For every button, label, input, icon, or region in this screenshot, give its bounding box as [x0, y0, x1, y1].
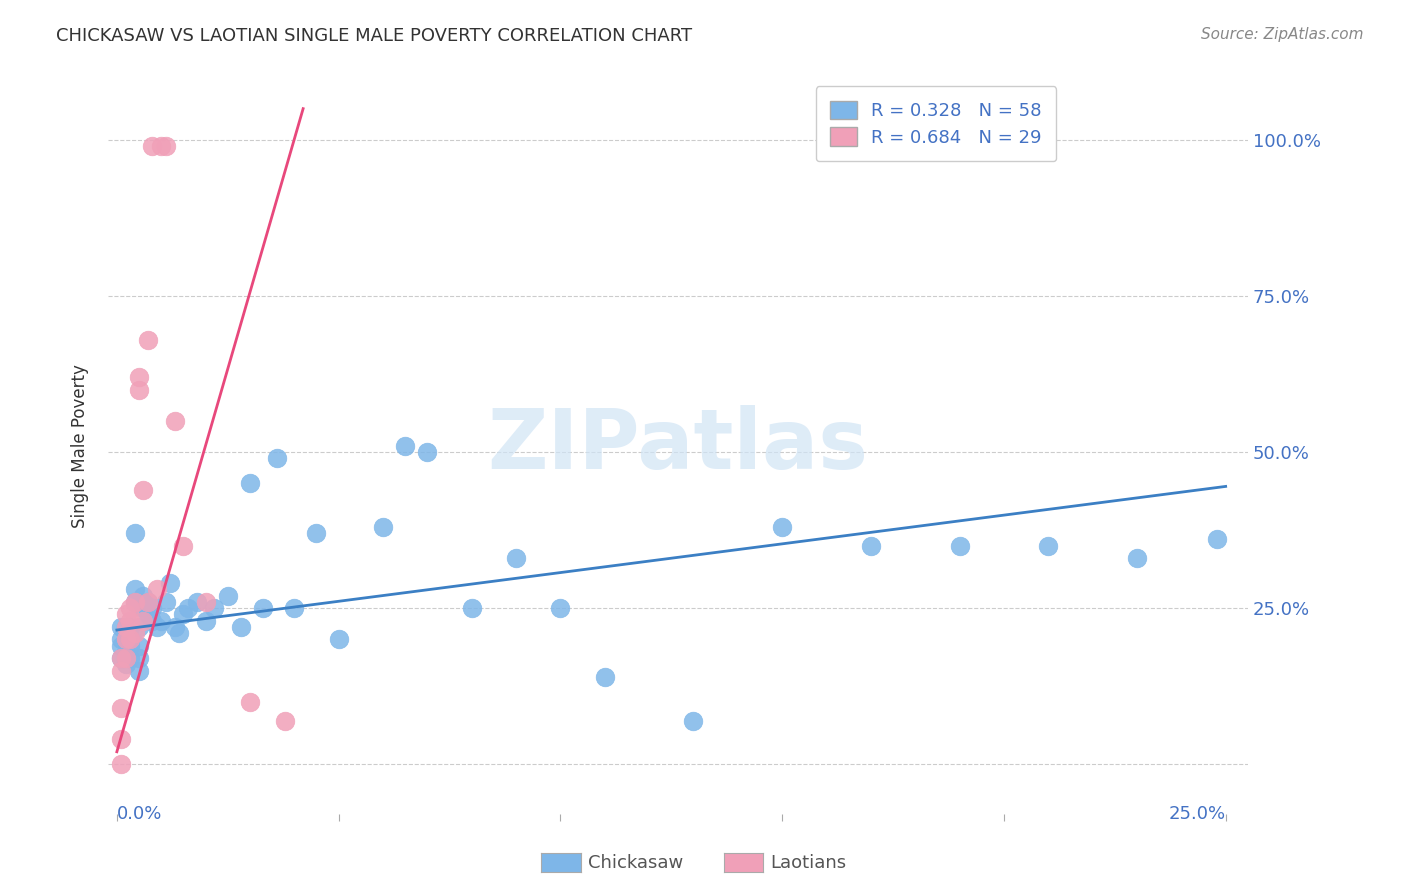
Point	[682, 714, 704, 728]
Point	[948, 539, 970, 553]
Point	[283, 601, 305, 615]
Point	[120, 614, 142, 628]
Text: Laotians: Laotians	[770, 854, 846, 871]
Point	[110, 701, 132, 715]
Point	[110, 664, 132, 678]
Point	[110, 651, 132, 665]
Point	[128, 664, 150, 678]
Point	[124, 595, 146, 609]
Point	[124, 582, 146, 597]
Point	[770, 520, 793, 534]
Point	[163, 414, 186, 428]
Point	[124, 626, 146, 640]
Point	[146, 620, 169, 634]
Point	[328, 632, 350, 647]
Point	[159, 576, 181, 591]
Point	[114, 632, 136, 647]
Point	[128, 383, 150, 397]
Text: 25.0%: 25.0%	[1168, 805, 1226, 822]
Text: Chickasaw: Chickasaw	[588, 854, 683, 871]
Point	[132, 483, 155, 497]
Point	[136, 595, 159, 609]
Point	[114, 620, 136, 634]
Point	[150, 614, 173, 628]
Point	[128, 620, 150, 634]
Point	[141, 614, 163, 628]
Point	[186, 595, 208, 609]
Point	[110, 757, 132, 772]
Point	[1126, 551, 1149, 566]
Y-axis label: Single Male Poverty: Single Male Poverty	[72, 364, 89, 528]
Point	[252, 601, 274, 615]
Point	[177, 601, 200, 615]
Point	[110, 639, 132, 653]
Point	[120, 632, 142, 647]
Point	[110, 632, 132, 647]
Point	[114, 632, 136, 647]
Point	[124, 595, 146, 609]
Point	[120, 632, 142, 647]
Point	[229, 620, 252, 634]
Point	[163, 620, 186, 634]
Point	[136, 607, 159, 622]
Point	[124, 526, 146, 541]
Point	[266, 451, 288, 466]
Point	[460, 601, 482, 615]
Point	[132, 601, 155, 615]
Point	[120, 651, 142, 665]
Point	[305, 526, 328, 541]
Point	[194, 595, 217, 609]
Point	[172, 539, 194, 553]
Point	[194, 614, 217, 628]
Point	[172, 607, 194, 622]
Point	[120, 620, 142, 634]
Point	[505, 551, 527, 566]
Point	[239, 476, 262, 491]
Point	[1038, 539, 1060, 553]
Point	[132, 614, 155, 628]
Point	[155, 595, 177, 609]
Text: ZIPatlas: ZIPatlas	[488, 405, 869, 486]
Point	[110, 732, 132, 747]
Point	[371, 520, 394, 534]
Point	[204, 601, 226, 615]
Point	[1205, 533, 1227, 547]
Point	[416, 445, 439, 459]
Point	[128, 651, 150, 665]
Text: CHICKASAW VS LAOTIAN SINGLE MALE POVERTY CORRELATION CHART: CHICKASAW VS LAOTIAN SINGLE MALE POVERTY…	[56, 27, 692, 45]
Point	[239, 695, 262, 709]
Point	[110, 651, 132, 665]
Point	[136, 333, 159, 347]
Point	[167, 626, 190, 640]
Point	[128, 639, 150, 653]
Point	[274, 714, 297, 728]
Point	[593, 670, 616, 684]
Point	[155, 139, 177, 153]
Point	[114, 645, 136, 659]
Point	[114, 607, 136, 622]
Point	[394, 439, 416, 453]
Point	[141, 601, 163, 615]
Point	[132, 589, 155, 603]
Point	[114, 657, 136, 672]
Point	[217, 589, 239, 603]
Point	[550, 601, 572, 615]
Point	[859, 539, 882, 553]
Point	[141, 139, 163, 153]
Point	[136, 595, 159, 609]
Legend: R = 0.328   N = 58, R = 0.684   N = 29: R = 0.328 N = 58, R = 0.684 N = 29	[815, 87, 1056, 161]
Point	[128, 370, 150, 384]
Point	[110, 620, 132, 634]
Point	[120, 601, 142, 615]
Point	[150, 139, 173, 153]
Point	[120, 639, 142, 653]
Text: Source: ZipAtlas.com: Source: ZipAtlas.com	[1201, 27, 1364, 42]
Point	[146, 582, 169, 597]
Text: 0.0%: 0.0%	[117, 805, 162, 822]
Point	[114, 651, 136, 665]
Point	[114, 620, 136, 634]
